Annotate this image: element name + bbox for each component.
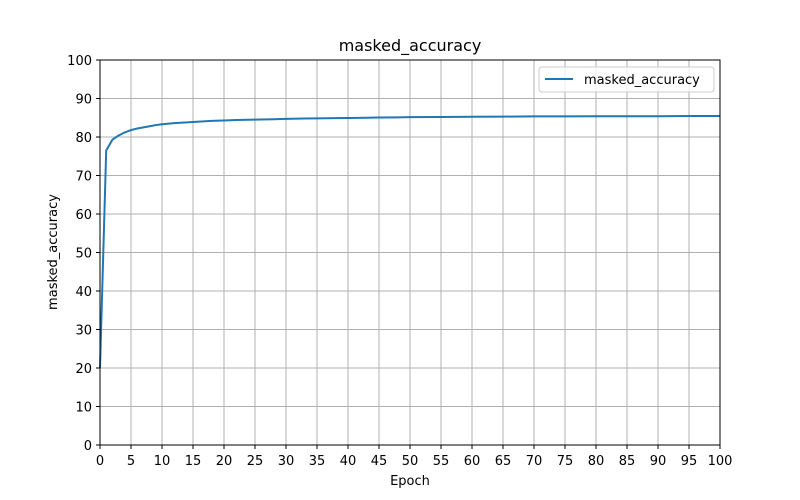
- x-tick-label: 25: [247, 454, 264, 469]
- x-axis: 0 5 10 15 20 25 30 35 40 45 50 55 60 65 70 75 80 85 90 95 10…: [96, 445, 733, 469]
- x-tick-label: 80: [588, 454, 605, 469]
- x-tick-label: 50: [402, 454, 419, 469]
- y-tick-label: 0: [84, 439, 92, 454]
- y-tick-label: 10: [75, 401, 92, 416]
- x-tick-label: 85: [619, 454, 636, 469]
- y-tick-label: 80: [75, 131, 92, 146]
- legend-box: [538, 66, 715, 93]
- y-tick-label: 60: [75, 208, 92, 223]
- y-tick-label: 100: [67, 54, 92, 69]
- x-tick-label: 15: [185, 454, 202, 469]
- x-tick-label: 35: [309, 454, 326, 469]
- legend-label: masked_accuracy: [584, 73, 700, 88]
- y-tick-label: 70: [75, 170, 92, 185]
- x-tick-label: 20: [216, 454, 233, 469]
- x-tick-label: 45: [371, 454, 388, 469]
- x-tick-label: 70: [526, 454, 543, 469]
- series-layer: [99, 115, 720, 369]
- y-tick-label: 20: [75, 362, 92, 377]
- y-tick-label: 50: [75, 247, 92, 262]
- chart-title: masked_accuracy: [339, 36, 482, 56]
- x-tick-label: 40: [340, 454, 357, 469]
- x-tick-label: 90: [650, 454, 667, 469]
- y-tick-label: 30: [75, 324, 92, 339]
- series-line: [99, 115, 720, 369]
- y-axis: 0 10 20 30 40 50 60 70 80 90 100: [67, 54, 100, 454]
- x-tick-label: 65: [495, 454, 512, 469]
- x-tick-label: 10: [154, 454, 171, 469]
- x-tick-label: 5: [127, 454, 135, 469]
- x-tick-label: 30: [278, 454, 295, 469]
- x-tick-label: 95: [681, 454, 698, 469]
- legend: masked_accuracy: [538, 66, 715, 93]
- x-tick-label: 0: [96, 454, 104, 469]
- x-tick-label: 75: [557, 454, 574, 469]
- y-tick-label: 40: [75, 285, 92, 300]
- x-tick-label: 100: [708, 454, 733, 469]
- x-tick-label: 55: [433, 454, 450, 469]
- x-axis-label: Epoch: [390, 474, 430, 489]
- x-tick-label: 60: [464, 454, 481, 469]
- y-axis-label: masked_accuracy: [46, 194, 61, 310]
- y-tick-label: 90: [75, 93, 92, 108]
